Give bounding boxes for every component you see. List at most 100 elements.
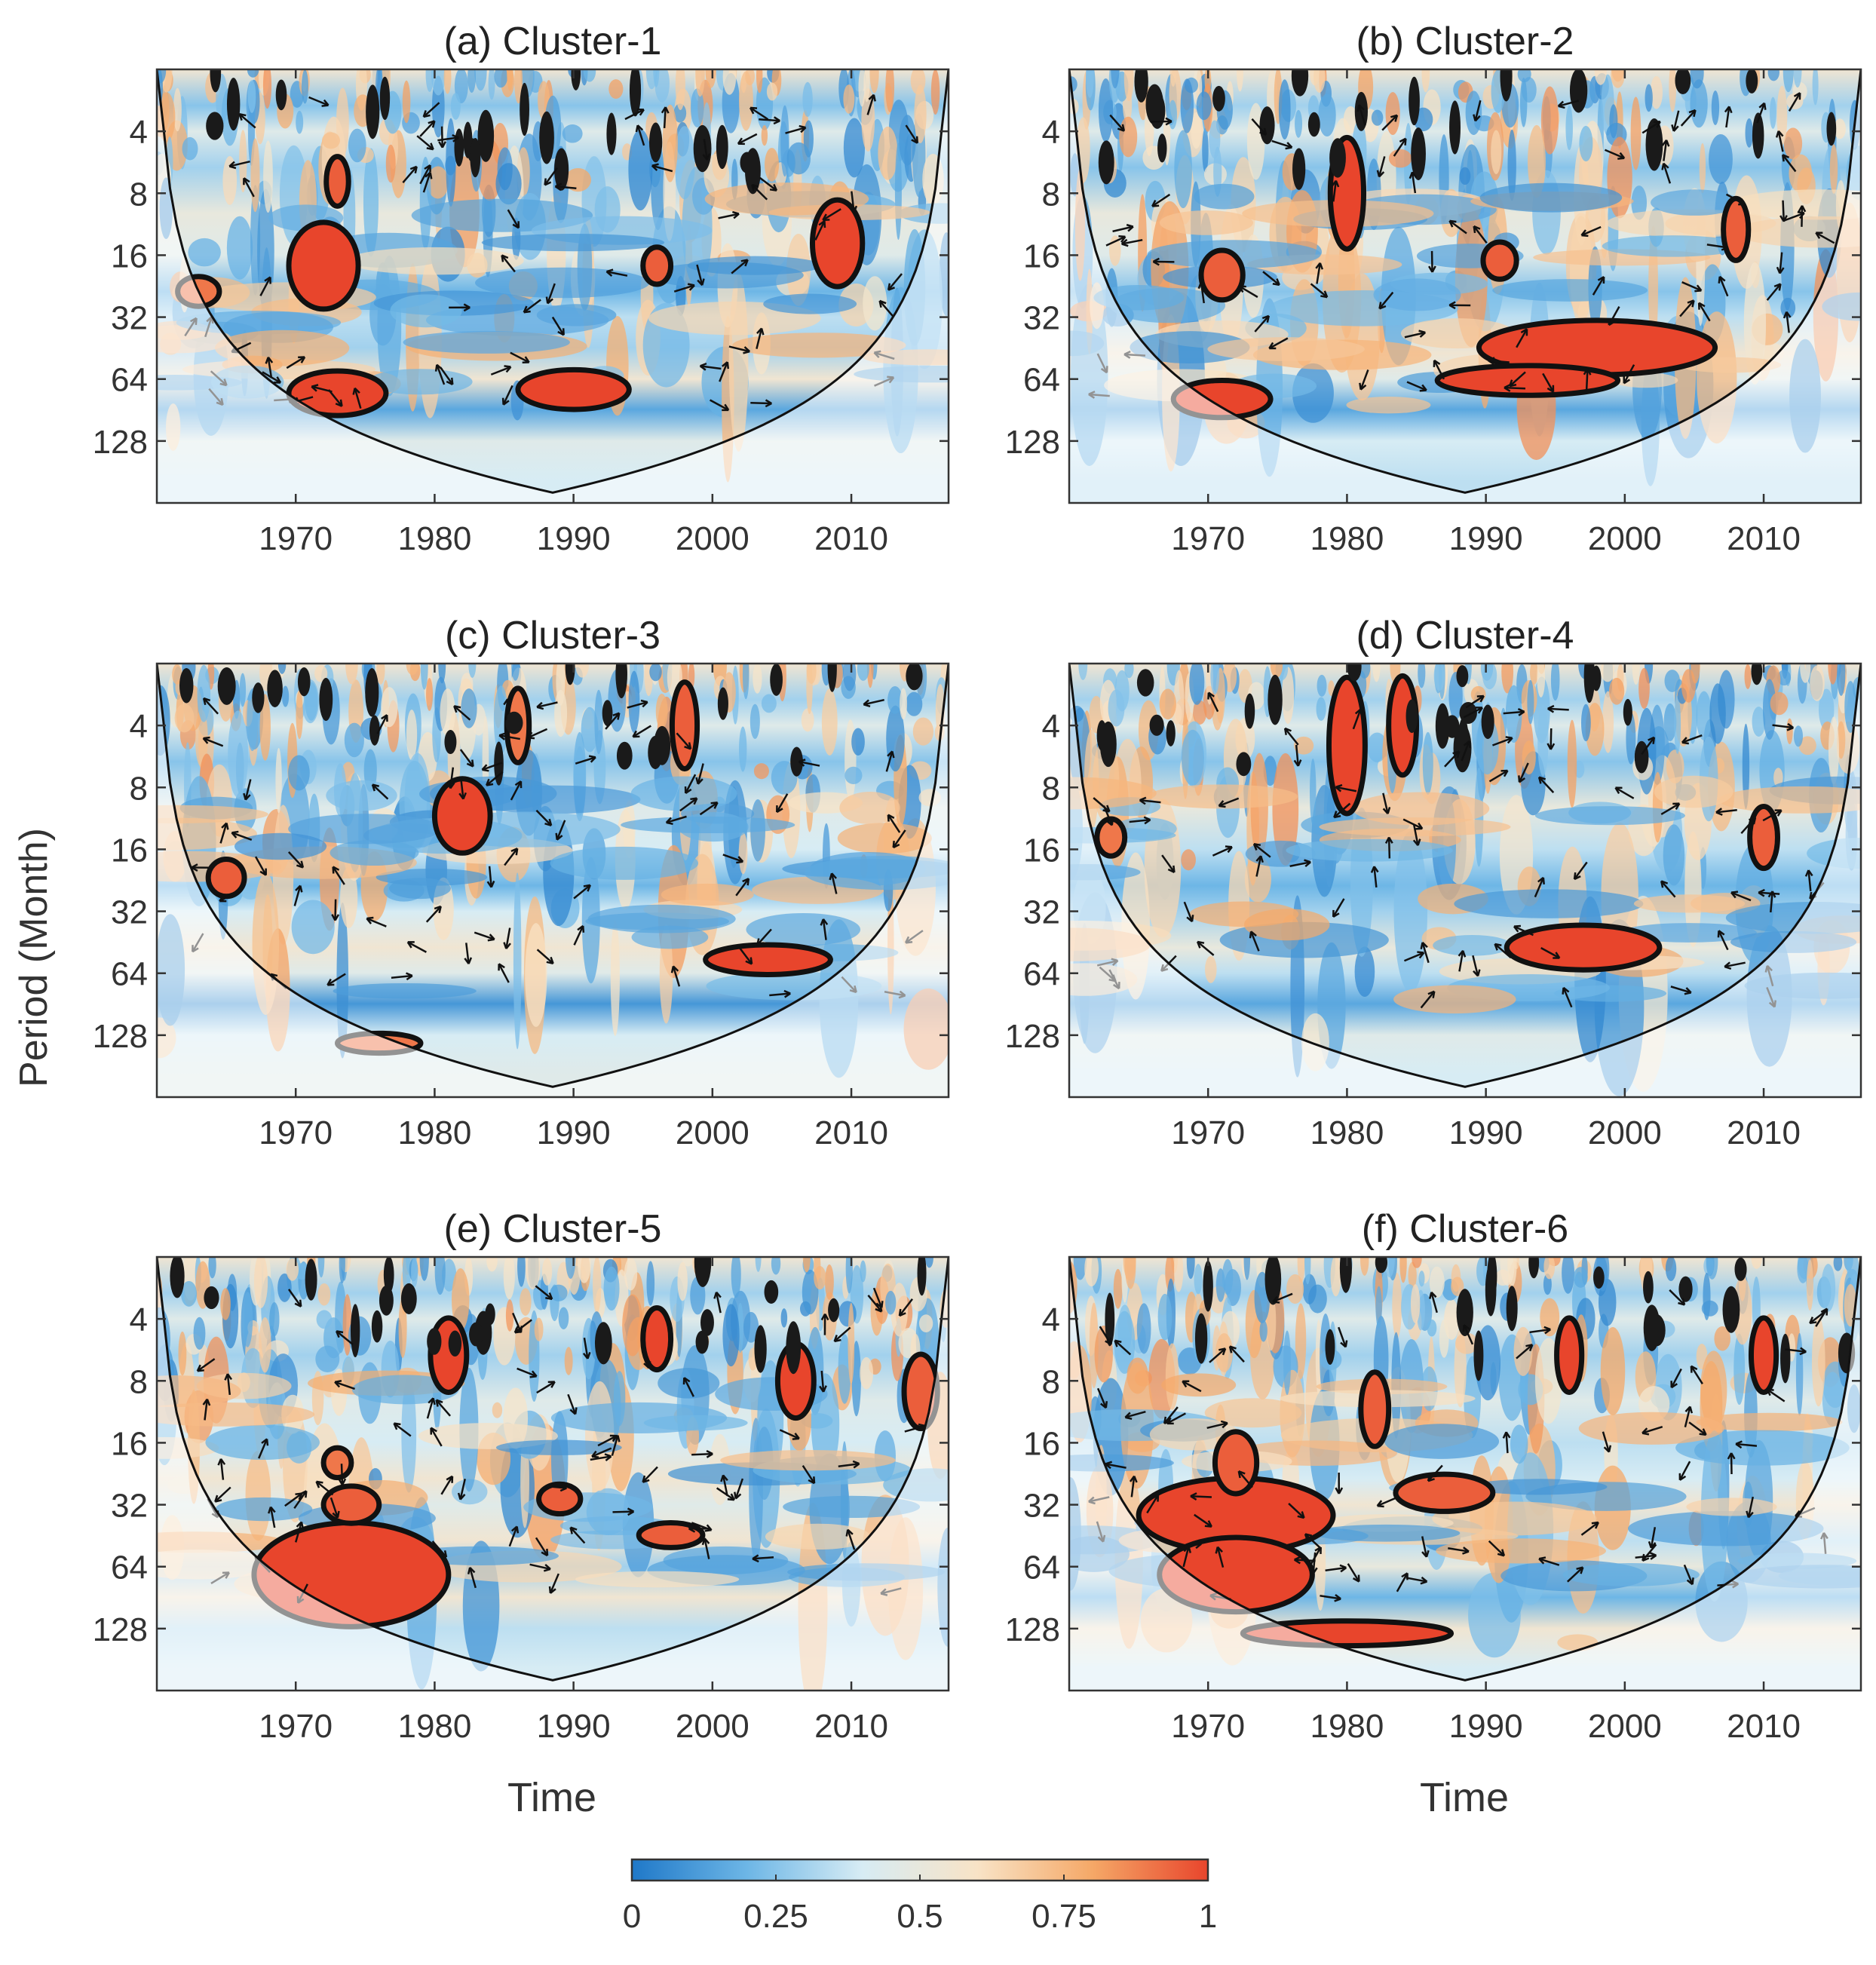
significant-spot xyxy=(1473,1330,1484,1381)
significant-spot xyxy=(206,112,224,140)
significant-spot xyxy=(1746,69,1758,93)
phase-arrows xyxy=(1088,1289,1828,1602)
significant-spot xyxy=(1203,1260,1213,1312)
y-tick-label: 4 xyxy=(130,1301,148,1338)
y-tick-label: 32 xyxy=(111,300,148,337)
significant-region xyxy=(515,366,632,412)
cone-of-influence-mask xyxy=(1069,1257,1861,1691)
significant-spot xyxy=(365,668,379,717)
significant-spot xyxy=(1485,1264,1497,1317)
significant-region xyxy=(205,857,247,900)
significant-spot xyxy=(1268,674,1283,725)
y-tick-label: 16 xyxy=(1023,238,1060,274)
y-tick-label: 32 xyxy=(111,1488,148,1525)
panel-title: (b) Cluster-2 xyxy=(1356,20,1574,63)
significant-spot xyxy=(693,124,712,173)
significant-spot xyxy=(1722,1286,1740,1333)
colorbar-tick-label: 0.75 xyxy=(1031,1898,1096,1935)
coherence-texture xyxy=(157,69,949,483)
x-tick-label: 2010 xyxy=(1727,1114,1801,1151)
significant-spot xyxy=(1149,714,1164,736)
panel-title: (c) Cluster-3 xyxy=(445,614,661,658)
significant-region xyxy=(809,197,866,290)
panel-cluster-2: (b) Cluster-2 4 8 16 32 64 128 1970 1980 1990 2000… xyxy=(1005,20,1862,557)
x-tick-label: 2010 xyxy=(1727,1708,1801,1745)
x-tick-label: 1970 xyxy=(1171,1114,1245,1151)
significant-spot xyxy=(770,664,783,696)
significant-spot xyxy=(1145,84,1164,125)
colorbar-tick-label: 0.5 xyxy=(897,1898,943,1935)
significant-spot xyxy=(827,664,837,692)
significant-spot xyxy=(470,137,481,178)
significant-spot xyxy=(444,730,457,755)
significant-spot xyxy=(1435,703,1450,749)
x-tick-label: 1980 xyxy=(397,1708,471,1745)
x-tick-label: 2000 xyxy=(1588,1114,1662,1151)
significant-spot xyxy=(1648,1314,1666,1347)
significant-spot xyxy=(1456,1289,1473,1337)
y-tick-label: 16 xyxy=(1023,1425,1060,1462)
cone-of-influence-mask xyxy=(1069,69,1861,503)
y-tick-label: 4 xyxy=(130,708,148,745)
significant-spot xyxy=(1528,1257,1540,1279)
significant-spot xyxy=(615,664,627,699)
significant-spot xyxy=(1734,1257,1747,1281)
significant-spot xyxy=(520,82,529,136)
coherence-field xyxy=(1069,69,1861,503)
significant-spot xyxy=(400,1283,417,1314)
significant-spot xyxy=(1329,138,1346,178)
significant-spot xyxy=(1264,1257,1282,1305)
x-tick-label: 2010 xyxy=(814,1708,888,1745)
significant-spot xyxy=(1569,69,1588,113)
x-tick-label: 1990 xyxy=(537,1114,611,1151)
x-tick-label: 1980 xyxy=(397,1114,471,1151)
y-tick-label: 64 xyxy=(1023,362,1060,399)
significant-spot xyxy=(319,677,333,721)
significant-spot xyxy=(1456,665,1469,688)
y-tick-label: 8 xyxy=(1042,770,1060,807)
cone-of-influence-mask xyxy=(157,664,949,1097)
significant-spot xyxy=(1194,1313,1208,1364)
y-tick-label: 4 xyxy=(130,114,148,151)
significant-region xyxy=(640,244,674,287)
x-tick-label: 2000 xyxy=(1588,1708,1662,1745)
significant-spot xyxy=(917,1257,927,1296)
axes-frame xyxy=(1068,1255,1862,1692)
significant-spot xyxy=(477,109,495,162)
y-tick-label: 8 xyxy=(130,176,148,213)
significant-region xyxy=(286,219,361,312)
x-axis-label-right: Time xyxy=(1420,1775,1509,1820)
significant-spot xyxy=(1259,106,1275,145)
axes-frame xyxy=(1068,68,1862,504)
significant-spot xyxy=(1411,127,1426,180)
significant-spot xyxy=(764,1280,779,1304)
significant-region xyxy=(1748,1315,1779,1395)
significant-spot xyxy=(1339,1257,1352,1293)
significant-spot xyxy=(204,1286,219,1310)
phase-arrows xyxy=(191,697,924,999)
significant-spot xyxy=(565,664,575,685)
significant-spot xyxy=(1645,118,1663,171)
significant-spot xyxy=(505,711,523,734)
y-tick-label: 4 xyxy=(1042,708,1060,745)
significant-region xyxy=(1094,816,1128,859)
coherence-field xyxy=(157,69,949,503)
significant-spot xyxy=(906,664,923,691)
y-tick-label: 16 xyxy=(111,1425,148,1462)
x-tick-label: 1980 xyxy=(1310,1708,1384,1745)
x-tick-label: 2010 xyxy=(814,520,888,557)
significant-spot xyxy=(383,1257,394,1294)
panel-cluster-3: (c) Cluster-3 4 8 16 32 64 128 1970 1980 1990 2000… xyxy=(93,614,950,1151)
panel-title: (a) Cluster-1 xyxy=(444,20,662,63)
significant-spot xyxy=(606,112,617,155)
significant-spot xyxy=(1347,664,1362,682)
x-tick-label: 2010 xyxy=(814,1114,888,1151)
significant-spot xyxy=(448,1330,462,1357)
coherence-field xyxy=(1069,1257,1861,1691)
x-tick-label: 1980 xyxy=(397,520,471,557)
y-axis-label: Period (Month) xyxy=(12,828,56,1087)
cone-of-influence xyxy=(157,1257,949,1681)
significant-region xyxy=(323,154,351,209)
significant-spot xyxy=(226,78,241,131)
x-tick-label: 2000 xyxy=(676,1114,749,1151)
